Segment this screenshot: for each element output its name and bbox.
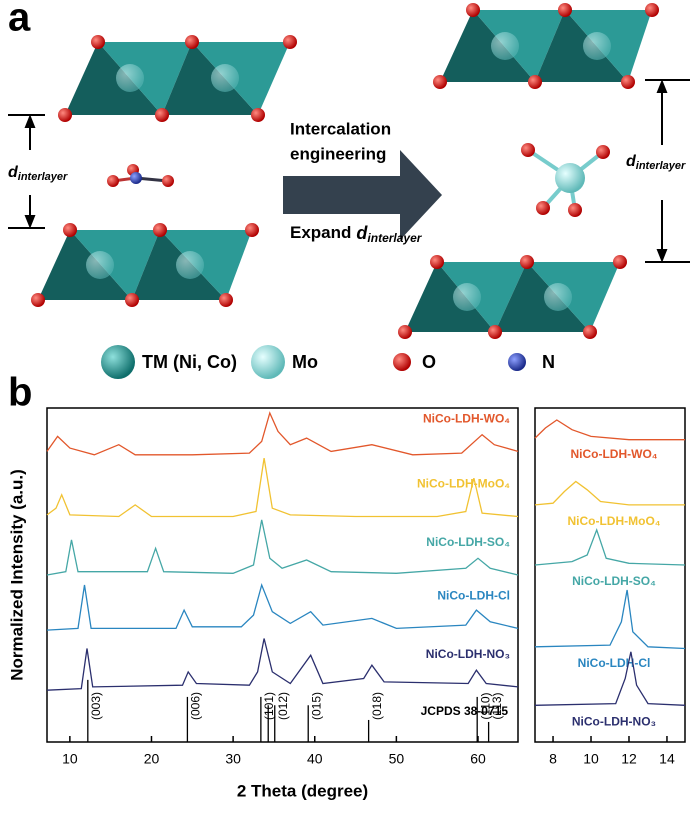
arrow [283,150,442,240]
series-line [46,638,519,691]
x-tick-label: 10 [62,751,78,767]
d-symbol: d [356,223,368,243]
y-axis-label: Normalized Intensity (a.u.) [7,469,26,681]
layer-right-bottom [398,255,627,339]
series-line [534,419,685,441]
legend-label: O [422,352,436,372]
legend: TM (Ni, Co) Mo O N [101,345,555,379]
reference-label: (012) [276,692,290,720]
x-tick-label: 10 [583,751,599,767]
x-tick-label: 12 [621,751,637,767]
plot-frame [534,407,686,743]
molybdate-molecule [521,143,610,217]
arrow-text: Intercalation [290,119,391,138]
reference-label: (018) [370,692,384,720]
panel-label: a [8,0,31,40]
reference-label: (101) [262,692,276,720]
legend-label: N [542,352,555,372]
nitrate-molecule [107,164,174,187]
x-tick-label: 40 [307,751,323,767]
series-label: NiCo-LDH-SO₄ [572,574,656,588]
series-line [46,519,519,576]
x-tick-label: 20 [144,751,160,767]
x-tick-label: 8 [549,751,557,767]
reference-name: JCPDS 38-0715 [421,704,509,718]
charts: 10 20 30 40 50 60 2 Theta (degree) Normalized I… [7,407,686,800]
series-label: NiCo-LDH-WO₄ [423,412,510,426]
reference-label: (015) [309,692,323,720]
d-interlayer-label: dinterlayer [8,164,68,183]
reference-label: (006) [189,692,203,720]
series-label: NiCo-LDH-Cl [578,656,651,670]
d-symbol: d [8,164,19,181]
plot-frame [46,407,519,743]
reference-label: (110) [478,692,492,719]
x-tick-label: 60 [470,751,486,767]
series-line [46,457,519,518]
d-subscript: interlayer [367,231,422,245]
series-line [534,589,686,650]
panel-label: b [8,371,32,415]
dimension-right [645,79,690,263]
series-line [534,651,686,706]
legend-label: TM (Ni, Co) [142,352,237,372]
layer-right-top [433,3,659,89]
series-label: NiCo-LDH-MoO₄ [567,514,660,528]
layer-left-top [58,35,297,122]
d-interlayer-label: dinterlayer [626,153,686,172]
dimension-left [8,114,45,229]
series-label: NiCo-LDH-WO₄ [570,447,657,461]
legend-label: Mo [292,352,318,372]
d-subscript: interlayer [636,160,686,172]
series-label: NiCo-LDH-NO₃ [572,714,656,728]
series-label: NiCo-LDH-NO₃ [426,647,510,661]
arrow-text: engineering [290,144,386,163]
x-tick-label: 30 [225,751,241,767]
expand-text: Expand dinterlayer [290,223,423,245]
d-subscript: interlayer [18,171,68,183]
series-line [534,527,686,566]
series-label: NiCo-LDH-MoO₄ [417,477,510,491]
series-line [534,480,685,506]
series-label: NiCo-LDH-Cl [437,589,510,603]
expand-word: Expand [290,223,351,242]
reference-label: (113) [490,692,504,719]
series-line [46,411,519,456]
reference-label: (003) [89,692,103,720]
x-tick-label: 14 [659,751,675,767]
x-axis-label: 2 Theta (degree) [237,781,368,800]
series-label: NiCo-LDH-SO₄ [426,535,510,549]
series-line [46,582,519,631]
layer-left-bottom [31,223,259,307]
x-tick-label: 50 [389,751,405,767]
d-symbol: d [626,153,637,170]
